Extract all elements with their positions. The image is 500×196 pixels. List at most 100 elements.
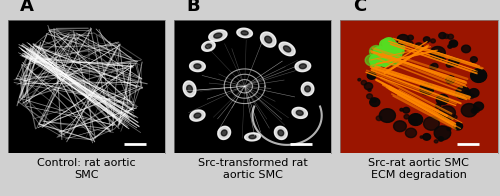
Polygon shape [420,83,434,95]
Polygon shape [474,107,480,113]
Polygon shape [202,41,215,51]
Polygon shape [374,47,386,57]
Polygon shape [462,103,477,117]
Polygon shape [190,110,205,121]
Polygon shape [411,119,417,124]
Polygon shape [469,89,479,97]
Polygon shape [378,48,384,53]
Polygon shape [464,91,470,95]
Text: Src-rat aortic SMC
ECM degradation: Src-rat aortic SMC ECM degradation [368,158,470,181]
Polygon shape [436,54,442,59]
Polygon shape [380,58,389,66]
Polygon shape [442,58,446,61]
Polygon shape [387,54,400,65]
Polygon shape [384,48,394,56]
Polygon shape [409,114,422,125]
Polygon shape [380,47,384,52]
Polygon shape [292,107,308,118]
Polygon shape [394,43,402,50]
Polygon shape [469,94,474,98]
Polygon shape [384,48,396,59]
Polygon shape [472,108,478,113]
Polygon shape [378,54,392,66]
Polygon shape [423,133,430,140]
Polygon shape [434,126,451,140]
Polygon shape [424,117,440,130]
Polygon shape [372,55,382,65]
Polygon shape [397,44,404,51]
Polygon shape [448,45,452,48]
Polygon shape [279,42,295,56]
Polygon shape [448,58,458,67]
Polygon shape [274,126,287,140]
Polygon shape [406,128,416,138]
Polygon shape [214,33,222,38]
Polygon shape [397,34,409,45]
Polygon shape [438,52,440,54]
Polygon shape [436,94,448,105]
Polygon shape [439,33,446,39]
Polygon shape [398,49,404,54]
Polygon shape [420,136,423,138]
Polygon shape [403,107,409,113]
Polygon shape [222,130,227,136]
Polygon shape [358,79,361,81]
Polygon shape [454,93,458,96]
Polygon shape [194,64,201,69]
Polygon shape [446,62,452,67]
Polygon shape [391,52,400,59]
Polygon shape [386,48,390,52]
Polygon shape [371,98,376,103]
Polygon shape [209,30,227,41]
Polygon shape [384,40,389,44]
Polygon shape [470,69,486,83]
Polygon shape [194,113,201,118]
Polygon shape [376,116,382,121]
Polygon shape [370,98,380,106]
Polygon shape [470,57,478,63]
Polygon shape [374,47,382,55]
Polygon shape [462,45,470,53]
Polygon shape [384,41,394,49]
Polygon shape [190,61,206,72]
Text: B: B [186,0,200,15]
Polygon shape [284,46,290,52]
Polygon shape [302,82,314,96]
Polygon shape [448,34,454,39]
Polygon shape [372,56,384,67]
Polygon shape [430,65,434,68]
Polygon shape [474,102,484,110]
Polygon shape [424,37,430,42]
Polygon shape [387,48,396,55]
Polygon shape [241,31,248,35]
Polygon shape [415,43,423,50]
Polygon shape [390,53,398,60]
Polygon shape [396,47,402,51]
Polygon shape [300,64,306,69]
Polygon shape [365,55,378,66]
Polygon shape [382,38,396,49]
Polygon shape [376,54,388,64]
Polygon shape [452,115,457,119]
Polygon shape [278,130,283,136]
Polygon shape [431,63,438,69]
Text: Src-transformed rat
aortic SMC: Src-transformed rat aortic SMC [198,158,308,181]
Polygon shape [444,34,449,39]
Polygon shape [430,46,446,59]
Polygon shape [183,81,196,97]
Polygon shape [244,133,260,141]
Polygon shape [386,48,399,58]
Polygon shape [304,86,310,92]
Polygon shape [380,109,396,122]
Polygon shape [430,39,436,43]
Polygon shape [384,47,392,54]
Polygon shape [439,106,456,120]
Polygon shape [368,72,376,79]
Polygon shape [384,39,392,46]
Polygon shape [364,83,372,90]
Polygon shape [380,39,392,50]
Polygon shape [447,127,451,131]
Polygon shape [237,28,252,38]
Polygon shape [440,113,446,118]
Polygon shape [370,54,383,66]
